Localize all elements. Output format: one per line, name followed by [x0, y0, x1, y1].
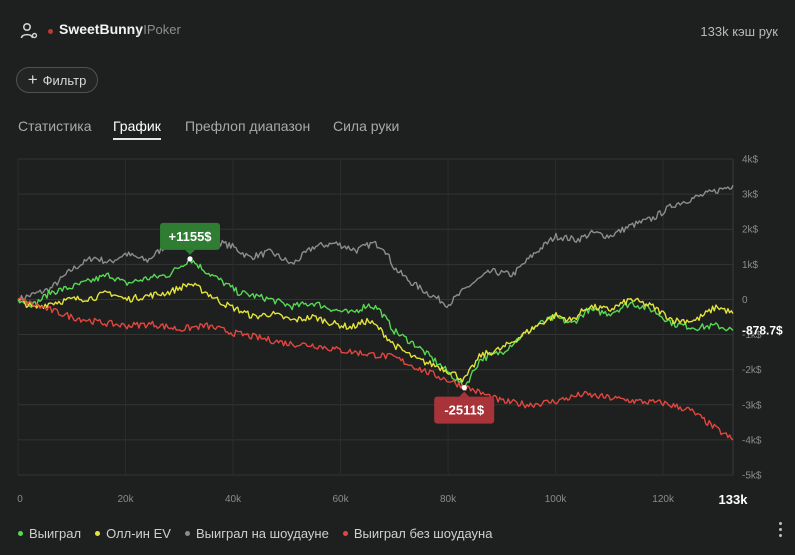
tab-statistics[interactable]: Статистика: [18, 118, 92, 134]
y-tick-label: -4k$: [742, 435, 762, 446]
annotation-label: -2511$: [444, 403, 485, 418]
legend-dot-won: [18, 531, 23, 536]
y-axis-ticks: 4k$ 3k$ 2k$ 1k$ 0 -1k$ -2k$ -3k$ -4k$ -5k$: [742, 155, 762, 482]
annotation-point: [461, 385, 467, 391]
more-options-icon[interactable]: [777, 522, 783, 540]
y-tick-label: 2k$: [742, 225, 759, 236]
annotation-point: [187, 256, 193, 262]
annotation-pointer: [185, 249, 196, 255]
filter-label: Фильтр: [42, 72, 87, 88]
legend-item-allin-ev[interactable]: Олл-ин EV: [95, 526, 171, 541]
annotation-label: +1155$: [169, 229, 213, 244]
x-tick-label: 40k: [225, 494, 242, 505]
y-tick-label: 0: [742, 295, 748, 306]
legend-item-won[interactable]: Выиграл: [18, 526, 81, 541]
end-value-label: -878.7$: [742, 323, 783, 337]
annotation-badge: [160, 222, 221, 250]
legend-dot-non-showdown: [342, 531, 348, 536]
chart-series: [17, 184, 734, 441]
legend-item-non-showdown[interactable]: Выиграл без шоудауна: [342, 526, 493, 541]
status-dot: [48, 29, 53, 34]
filter-button[interactable]: + Фильтр: [16, 67, 98, 93]
site-name: , IPoker: [136, 22, 181, 37]
legend-dot-allin-ev: [95, 531, 101, 536]
legend-dot-showdown: [184, 531, 190, 536]
x-tick-label: 120k: [652, 494, 675, 505]
chart-annotations: +1155$ -2511$ -878.7$: [160, 222, 783, 424]
y-tick-label: 4k$: [742, 155, 759, 166]
y-tick-label: 3k$: [742, 190, 759, 201]
plus-icon: +: [27, 70, 38, 89]
y-tick-label: -2k$: [742, 365, 762, 376]
series-line-non-showdown: [17, 297, 734, 441]
series-line-allin-ev: [17, 282, 734, 383]
chart-legend: Выиграл Олл-ин EV Выиграл на шоудауне Вы…: [18, 526, 492, 541]
tab-preflop-range[interactable]: Префлоп диапазон: [185, 118, 311, 134]
annotation-badge: [434, 396, 495, 424]
annotation-pointer: [459, 391, 470, 397]
y-tick-label: -5k$: [742, 471, 762, 482]
legend-item-showdown[interactable]: Выиграл на шоудауне: [184, 526, 329, 541]
x-axis-ticks: 0 20k 40k 60k 80k 100k 120k 133k: [17, 492, 748, 507]
x-tick-label: 60k: [332, 494, 349, 505]
y-tick-label: 1k$: [742, 260, 759, 271]
x-tick-label: 100k: [545, 494, 568, 505]
series-line-won: [17, 259, 734, 391]
user-settings-icon[interactable]: [20, 22, 38, 40]
tab-hand-strength[interactable]: Сила руки: [333, 118, 400, 134]
hands-count: 133k кэш рук: [700, 24, 778, 39]
tab-graph[interactable]: График: [113, 118, 161, 140]
x-tick-label: 20k: [117, 494, 134, 505]
profit-chart[interactable]: 4k$ 3k$ 2k$ 1k$ 0 -1k$ -2k$ -3k$ -4k$ -5k$ 0 20k 40…: [0, 150, 795, 515]
legend-label-non-showdown: Выиграл без шоудауна: [353, 526, 493, 541]
x-tick-label: 0: [17, 494, 23, 505]
x-tick-label: 80k: [440, 494, 457, 505]
series-line-showdown: [17, 184, 734, 309]
x-end-label: 133k: [719, 492, 749, 507]
legend-label-showdown: Выиграл на шоудауне: [195, 526, 329, 541]
legend-label-won: Выиграл: [29, 526, 82, 541]
y-tick-label: -1k$: [742, 330, 762, 341]
player-name[interactable]: SweetBunny: [59, 21, 144, 37]
legend-label-allin-ev: Олл-ин EV: [106, 526, 171, 541]
player-header: SweetBunny , IPoker 133k кэш рук: [0, 0, 795, 62]
chart-x-grid: [17, 159, 734, 475]
y-tick-label: -3k$: [742, 400, 762, 411]
